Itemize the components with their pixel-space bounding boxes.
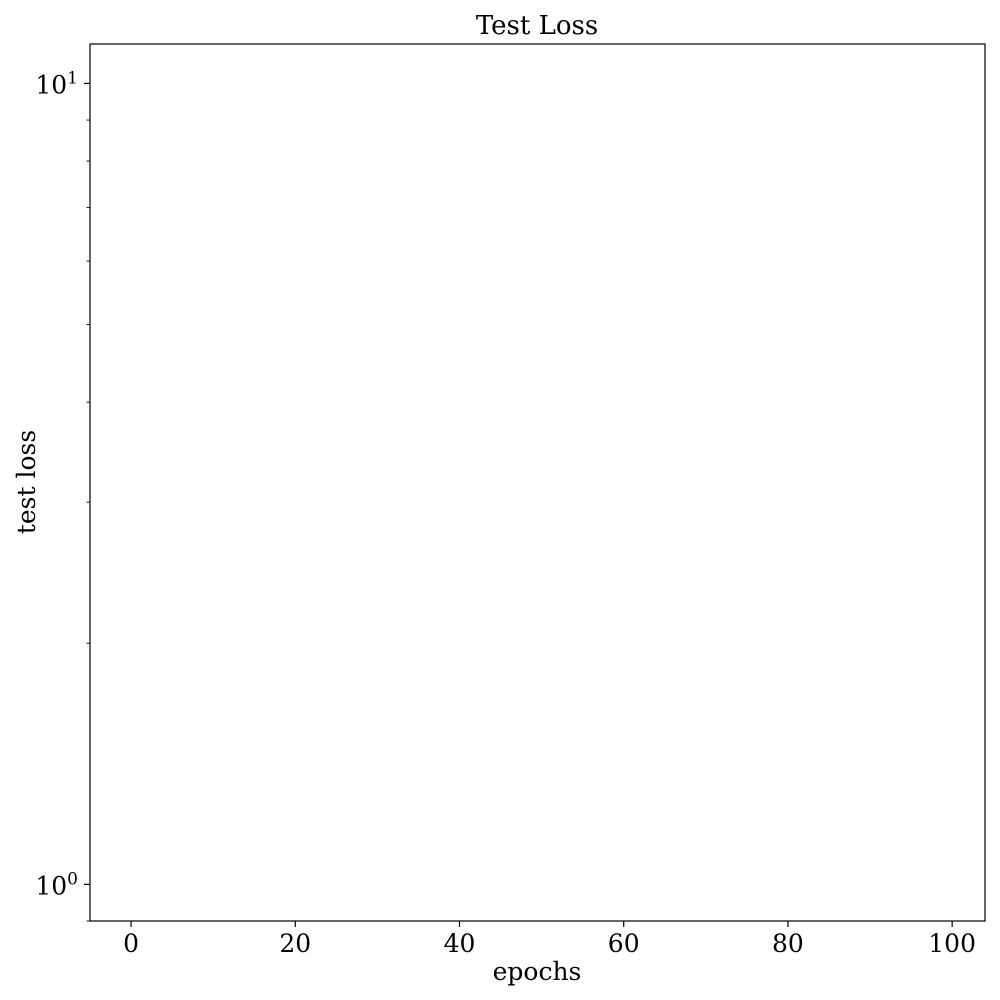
y-axis-ticks: 100 101 xyxy=(35,68,90,922)
x-axis-ticks: 0 20 40 60 80 100 xyxy=(123,921,976,958)
y-tick-label: 101 xyxy=(35,68,78,99)
y-axis-label: test loss xyxy=(12,430,41,534)
x-axis-label: epochs xyxy=(493,957,582,986)
x-tick-label: 80 xyxy=(772,929,804,958)
x-tick-label: 100 xyxy=(928,929,976,958)
y-tick-label: 100 xyxy=(35,869,78,900)
x-tick-label: 40 xyxy=(444,929,476,958)
chart-title: Test Loss xyxy=(476,11,598,41)
x-tick-label: 60 xyxy=(608,929,640,958)
x-tick-label: 20 xyxy=(279,929,311,958)
plot-area xyxy=(89,43,986,922)
x-tick-label: 0 xyxy=(123,929,139,958)
